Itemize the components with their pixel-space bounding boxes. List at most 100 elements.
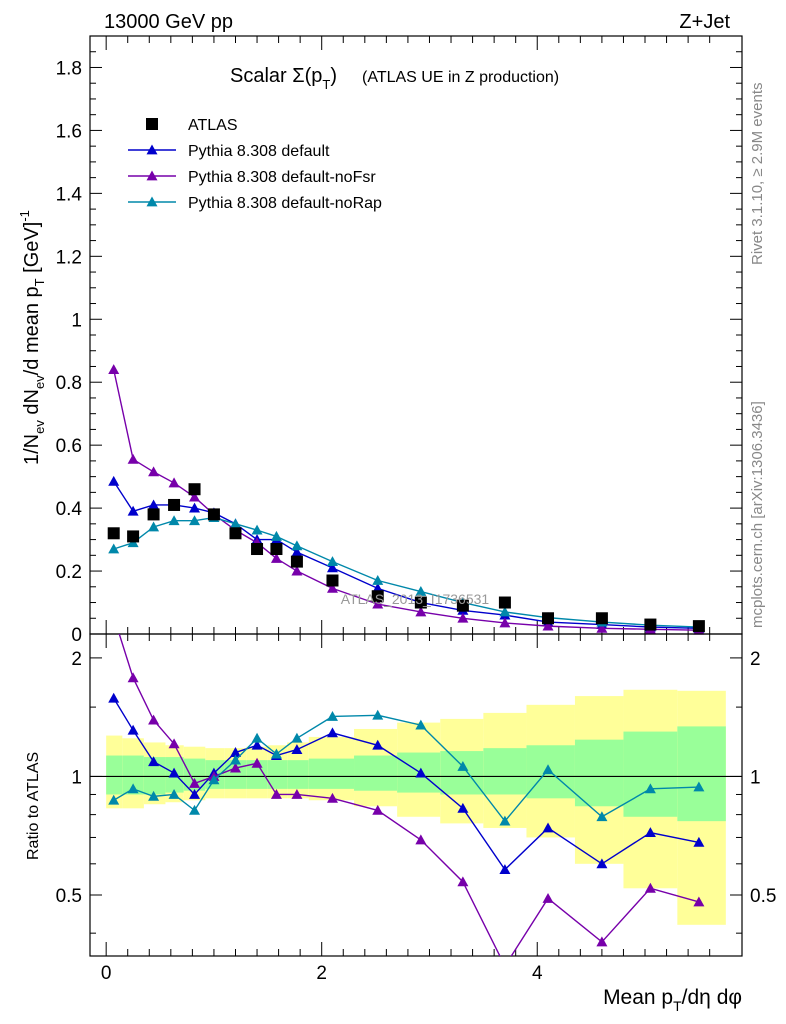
legend-label: Pythia 8.308 default [188, 143, 330, 160]
series-point [326, 556, 338, 567]
legend-label: Pythia 8.308 default-noFsr [188, 169, 376, 186]
data-point [371, 590, 384, 603]
ytick-label: 0.4 [56, 499, 83, 520]
ytick-label: 1.6 [56, 121, 82, 142]
ratio-point [499, 815, 511, 826]
ratio-point [415, 719, 427, 730]
series-point [372, 574, 384, 585]
ratio-point [542, 764, 554, 775]
legend-marker-atlas [146, 118, 158, 130]
ratio-point [270, 748, 282, 759]
series-point [108, 364, 120, 375]
series-point [291, 546, 303, 557]
ratio-point [596, 811, 608, 822]
data-point [229, 527, 242, 540]
ratio-ytick-label: 1 [71, 767, 82, 788]
ratio-panel: 0 2 4 0.5 0.5 1 1 2 2 [56, 611, 776, 984]
ratio-point [644, 882, 656, 893]
ratio-point [693, 781, 705, 792]
legend: ATLAS Pythia 8.308 default Pythia 8.308 de… [128, 117, 382, 212]
series-point [189, 491, 201, 502]
ratio-point [499, 961, 510, 971]
ratio-point [372, 739, 384, 750]
data-point [692, 620, 705, 633]
ratio-point [189, 777, 201, 788]
series-point [596, 622, 608, 633]
data-point [644, 618, 657, 631]
series-point [499, 617, 511, 628]
ratio-point [596, 936, 608, 947]
header-right: Z+Jet [679, 11, 730, 33]
ratio-point [127, 672, 139, 683]
ytick-label: 0.2 [56, 562, 82, 583]
series-point [108, 475, 120, 486]
header-left: 13000 GeV pp [104, 11, 233, 33]
ratio-ytick-label-right: 2 [750, 649, 761, 670]
series-point [326, 582, 338, 593]
ratio-point [326, 710, 338, 721]
ytick-label: 0 [71, 625, 82, 646]
ratio-point [251, 732, 263, 743]
ratio-point [644, 827, 656, 838]
series-point [270, 530, 282, 541]
data-point [414, 596, 427, 609]
data-point [127, 530, 140, 543]
main-title: Scalar Σ(pT) (ATLAS UE in Z production) [230, 65, 559, 92]
series-point [415, 606, 427, 617]
data-point [290, 555, 303, 568]
ratio-point [148, 714, 160, 725]
legend-marker [146, 144, 158, 155]
ratio-band-inner [354, 755, 398, 791]
series-point [148, 466, 160, 477]
watermark: ATLAS_2013_I1736531 [341, 591, 490, 607]
series-point [148, 521, 160, 532]
ratio-point [108, 611, 119, 621]
series-point [127, 505, 139, 516]
ratio-point [372, 804, 384, 815]
series-point [372, 598, 384, 609]
ratio-point [168, 767, 180, 778]
ratio-xlabel: Mean pT/dη dφ [603, 986, 742, 1014]
ratio-band-inner [143, 757, 166, 795]
series-point [108, 543, 120, 554]
ratio-point [693, 896, 705, 907]
ratio-band-inner [267, 760, 288, 789]
ratio-point [148, 790, 160, 801]
ratio-point [127, 783, 139, 794]
ratio-point [189, 788, 201, 799]
ratio-point [108, 692, 120, 703]
ratio-point [596, 858, 608, 869]
series-point [189, 515, 201, 526]
data-point [542, 612, 555, 625]
ratio-point [168, 738, 180, 749]
ratio-point [457, 760, 469, 771]
series-point [229, 518, 241, 529]
ratio-point [229, 747, 241, 757]
ratio-point [168, 788, 180, 799]
ratio-band-inner [440, 751, 484, 795]
ratio-band-inner [287, 760, 309, 789]
ytick-label: 1.8 [56, 58, 82, 79]
series-point [168, 477, 180, 488]
ratio-bands [90, 689, 742, 925]
ratio-band-inner [483, 748, 527, 795]
series-point [148, 499, 160, 510]
ratio-point [127, 724, 139, 735]
ratio-ytick-label: 2 [71, 649, 82, 670]
ratio-frame [89, 633, 743, 957]
ratio-band-inner [677, 726, 726, 822]
data-point [107, 527, 120, 540]
legend-label: Pythia 8.308 default-noRap [188, 195, 382, 212]
ratio-band-inner [308, 758, 355, 789]
data-point [498, 596, 511, 609]
ratio-point [229, 754, 241, 765]
series-point [127, 453, 139, 464]
data-point [168, 498, 181, 511]
title-scalar: Scalar Σ(pT) [230, 65, 337, 92]
title-suffix: (ATLAS UE in Z production) [362, 69, 559, 86]
ratio-point [457, 876, 469, 887]
ratio-point [251, 739, 263, 750]
ratio-point [270, 788, 282, 799]
data-point [188, 483, 201, 496]
ratio-point [148, 756, 160, 767]
